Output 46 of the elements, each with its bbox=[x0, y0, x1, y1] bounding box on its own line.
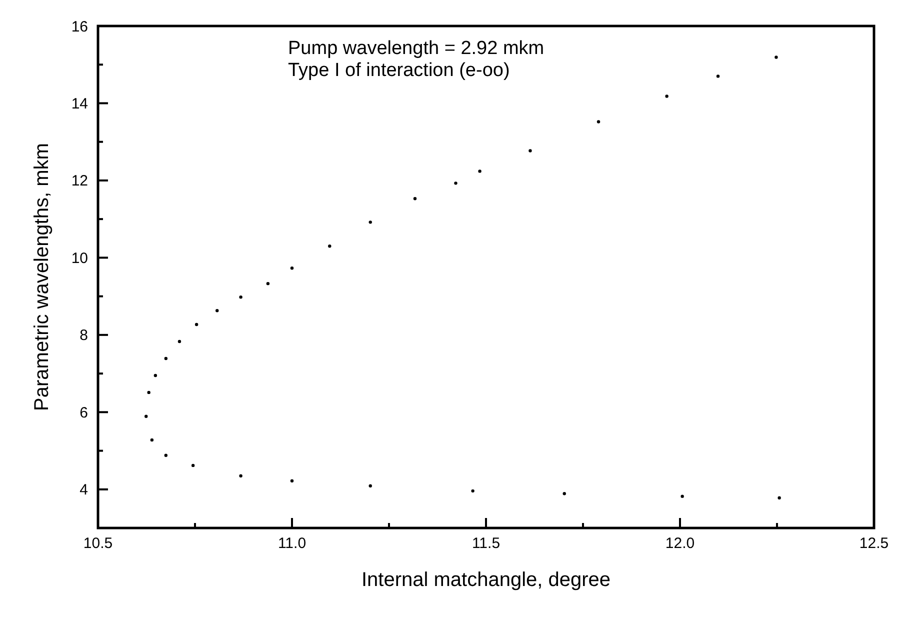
point bbox=[216, 309, 219, 312]
point bbox=[178, 340, 182, 344]
x-tick-label: 11.5 bbox=[472, 535, 500, 552]
point bbox=[716, 74, 720, 78]
x-tick-label: 12.5 bbox=[859, 535, 889, 552]
point bbox=[368, 484, 372, 488]
x-tick-label: 11.0 bbox=[278, 535, 306, 552]
point bbox=[147, 390, 150, 394]
annotation: Type I of interaction (e-oo) bbox=[288, 60, 510, 81]
point bbox=[368, 220, 372, 224]
point bbox=[328, 244, 332, 248]
point bbox=[164, 356, 168, 360]
point bbox=[778, 496, 781, 500]
point bbox=[528, 149, 532, 152]
point bbox=[774, 56, 778, 59]
point bbox=[680, 494, 684, 498]
point bbox=[266, 282, 270, 286]
point bbox=[290, 266, 294, 270]
point bbox=[191, 464, 195, 468]
point bbox=[154, 374, 158, 378]
annotation: Pump wavelength = 2.92 mkm bbox=[288, 38, 544, 59]
point bbox=[150, 438, 154, 442]
y-tick-label: 8 bbox=[80, 327, 88, 344]
y-tick-label: 12 bbox=[71, 172, 88, 190]
point bbox=[413, 197, 417, 200]
point bbox=[239, 295, 242, 299]
point bbox=[164, 454, 168, 457]
x-tick-label: 12.0 bbox=[665, 535, 695, 552]
y-tick-label: 14 bbox=[71, 95, 88, 112]
point bbox=[471, 489, 474, 493]
point bbox=[478, 170, 482, 173]
point bbox=[290, 479, 294, 482]
point bbox=[144, 414, 148, 418]
point bbox=[562, 492, 566, 496]
y-tick-label: 4 bbox=[80, 482, 88, 499]
x-tick-label: 10.5 bbox=[83, 535, 113, 552]
point bbox=[454, 182, 458, 185]
point bbox=[665, 94, 668, 98]
y-tick-label: 6 bbox=[80, 404, 88, 422]
y-axis-title: Parametric wavelengths, mkm bbox=[31, 143, 53, 411]
y-tick-label: 10 bbox=[71, 250, 88, 267]
y-tick-label: 16 bbox=[71, 18, 88, 36]
point bbox=[596, 120, 600, 124]
point bbox=[239, 474, 242, 478]
point bbox=[194, 322, 198, 326]
x-axis-title: Internal matchangle, degree bbox=[361, 569, 611, 591]
